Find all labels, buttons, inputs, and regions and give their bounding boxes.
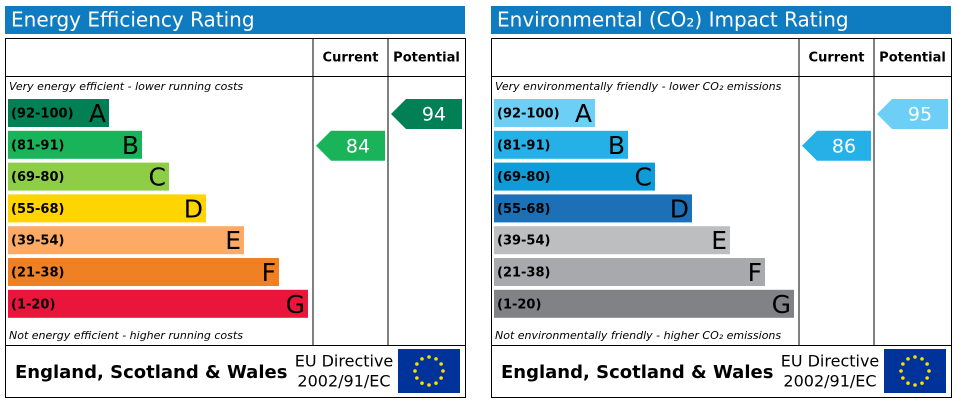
band-letter: D xyxy=(670,194,689,223)
eu-star xyxy=(906,381,910,385)
band-bar xyxy=(8,194,206,223)
band-letter: F xyxy=(262,258,276,287)
band-bar xyxy=(8,99,109,127)
footer-directive: 2002/91/EC xyxy=(783,372,876,391)
eu-star xyxy=(441,369,445,373)
column-header: Current xyxy=(809,51,865,66)
eu-star xyxy=(906,357,910,361)
rating-value: 84 xyxy=(346,135,370,157)
band-bar xyxy=(494,162,655,191)
eu-star xyxy=(415,376,419,380)
eu-star xyxy=(420,357,424,361)
eu-star xyxy=(427,355,431,359)
band-range: (92-100) xyxy=(11,107,74,122)
eu-star xyxy=(413,369,417,373)
eu-star xyxy=(427,383,431,387)
band-range: (55-68) xyxy=(11,202,64,217)
band-range: (69-80) xyxy=(11,170,64,185)
band-bar xyxy=(494,289,794,318)
band-letter: F xyxy=(748,258,762,287)
bottom-note: Not energy efficient - higher running co… xyxy=(9,329,243,342)
column-header: Potential xyxy=(879,51,946,66)
band-bar xyxy=(8,130,142,159)
eu-star xyxy=(920,357,924,361)
band-bar xyxy=(494,226,730,255)
rating-arrow xyxy=(877,99,948,129)
band-bar xyxy=(494,130,628,159)
band-range: (81-91) xyxy=(497,138,550,153)
eu-star xyxy=(913,383,917,387)
rating-value: 86 xyxy=(832,135,856,157)
eu-star xyxy=(925,362,929,366)
band-range: (69-80) xyxy=(497,170,550,185)
band-bar xyxy=(494,194,692,223)
eu-star xyxy=(925,376,929,380)
band-bar xyxy=(8,162,169,191)
footer-directive: EU Directive xyxy=(295,352,394,371)
band-letter: A xyxy=(89,99,106,128)
eu-star xyxy=(434,357,438,361)
band-bar xyxy=(8,289,308,318)
band-range: (55-68) xyxy=(497,202,550,217)
rating-value: 94 xyxy=(422,104,446,126)
eu-star xyxy=(415,362,419,366)
eu-star xyxy=(434,381,438,385)
band-range: (21-38) xyxy=(497,266,550,281)
band-letter: B xyxy=(608,131,625,160)
top-note: Very energy efficient - lower running co… xyxy=(9,80,243,93)
band-bar xyxy=(494,99,595,127)
band-range: (1-20) xyxy=(497,297,541,312)
rating-value: 95 xyxy=(908,104,932,126)
band-letter: G xyxy=(286,290,305,319)
band-range: (92-100) xyxy=(497,107,560,122)
panel-box xyxy=(5,38,466,398)
eu-star xyxy=(913,355,917,359)
rating-arrow xyxy=(391,99,462,129)
column-header: Potential xyxy=(393,51,460,66)
eu-star xyxy=(899,369,903,373)
footer-region: England, Scotland & Wales xyxy=(15,362,287,383)
band-letter: C xyxy=(635,163,652,192)
band-letter: E xyxy=(225,226,241,255)
rating-arrow xyxy=(802,130,871,161)
band-range: (1-20) xyxy=(11,297,55,312)
band-bar xyxy=(494,258,765,286)
band-letter: B xyxy=(122,131,139,160)
band-bar xyxy=(8,258,279,286)
eu-star xyxy=(439,362,443,366)
eu-star xyxy=(901,362,905,366)
band-letter: G xyxy=(772,290,791,319)
band-range: (39-54) xyxy=(497,234,550,249)
eu-star xyxy=(927,369,931,373)
title-bar xyxy=(491,6,951,34)
band-letter: E xyxy=(711,226,727,255)
band-bar xyxy=(8,226,244,255)
title-bar xyxy=(5,6,465,34)
footer-directive: EU Directive xyxy=(781,352,880,371)
band-range: (21-38) xyxy=(11,266,64,281)
band-letter: D xyxy=(184,194,203,223)
panel-box xyxy=(491,38,952,398)
eu-star xyxy=(920,381,924,385)
footer-region: England, Scotland & Wales xyxy=(501,362,773,383)
band-letter: A xyxy=(575,99,592,128)
top-note: Very environmentally friendly - lower CO… xyxy=(495,80,782,93)
panel-title: Energy Efficiency Rating xyxy=(11,8,255,32)
band-letter: C xyxy=(149,163,166,192)
band-range: (81-91) xyxy=(11,138,64,153)
eu-star xyxy=(420,381,424,385)
rating-arrow xyxy=(316,130,385,161)
panel-title: Environmental (CO₂) Impact Rating xyxy=(497,8,849,32)
eu-star xyxy=(901,376,905,380)
footer-directive: 2002/91/EC xyxy=(297,372,390,391)
band-range: (39-54) xyxy=(11,234,64,249)
bottom-note: Not environmentally friendly - higher CO… xyxy=(495,329,781,342)
eu-star xyxy=(439,376,443,380)
column-header: Current xyxy=(323,51,379,66)
